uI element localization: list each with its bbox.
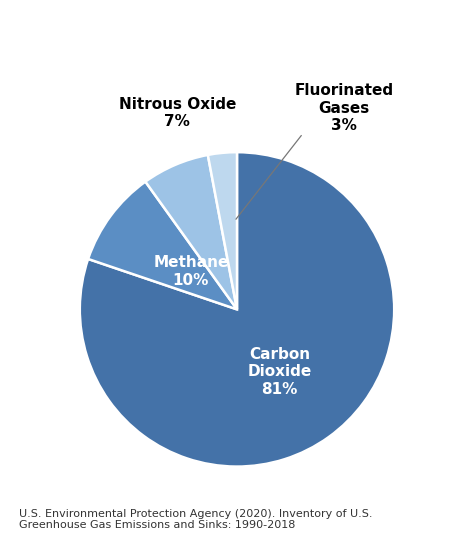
Wedge shape bbox=[88, 182, 237, 309]
Text: U.S. Environmental Protection Agency (2020). Inventory of U.S.
Greenhouse Gas Em: U.S. Environmental Protection Agency (20… bbox=[19, 509, 373, 530]
Text: Overview of Greenhouse Gas Emissions in 2018: Overview of Greenhouse Gas Emissions in … bbox=[14, 20, 474, 40]
Text: Nitrous Oxide
7%: Nitrous Oxide 7% bbox=[118, 97, 236, 129]
Text: Fluorinated
Gases
3%: Fluorinated Gases 3% bbox=[294, 83, 393, 133]
Wedge shape bbox=[208, 152, 237, 309]
Text: Methane
10%: Methane 10% bbox=[153, 255, 228, 287]
Wedge shape bbox=[80, 152, 394, 467]
Text: Carbon
Dioxide
81%: Carbon Dioxide 81% bbox=[247, 347, 311, 397]
Wedge shape bbox=[146, 155, 237, 309]
